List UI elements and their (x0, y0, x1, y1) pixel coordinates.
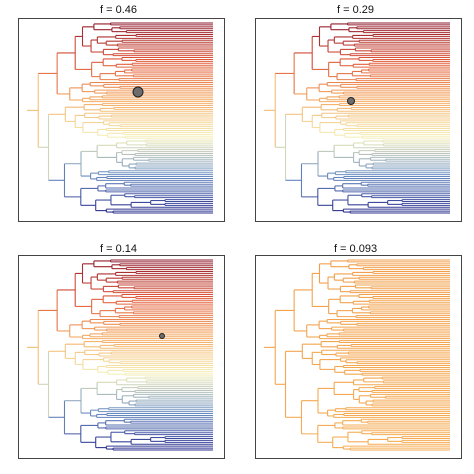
panel-title: f = 0.14 (99, 243, 137, 255)
panel-top-left: f = 0.46 (0, 0, 237, 237)
tree-plot (18, 255, 225, 459)
tree-plot (255, 18, 462, 222)
clade-node-marker (347, 97, 355, 105)
tree-svg (264, 259, 450, 451)
panel-bottom-right: f = 0.093 (237, 237, 474, 474)
tree-svg (27, 22, 213, 214)
clade-node-marker (132, 86, 144, 98)
tree-plot (255, 255, 462, 459)
panel-top-right: f = 0.29 (237, 0, 474, 237)
tree-plot (18, 18, 225, 222)
tree-svg (264, 22, 450, 214)
panel-title: f = 0.093 (333, 243, 378, 255)
tree-svg (27, 259, 213, 451)
panel-bottom-left: f = 0.14 (0, 237, 237, 474)
clade-node-marker (159, 333, 165, 339)
panel-title: f = 0.46 (99, 4, 137, 16)
panel-title: f = 0.29 (336, 4, 374, 16)
